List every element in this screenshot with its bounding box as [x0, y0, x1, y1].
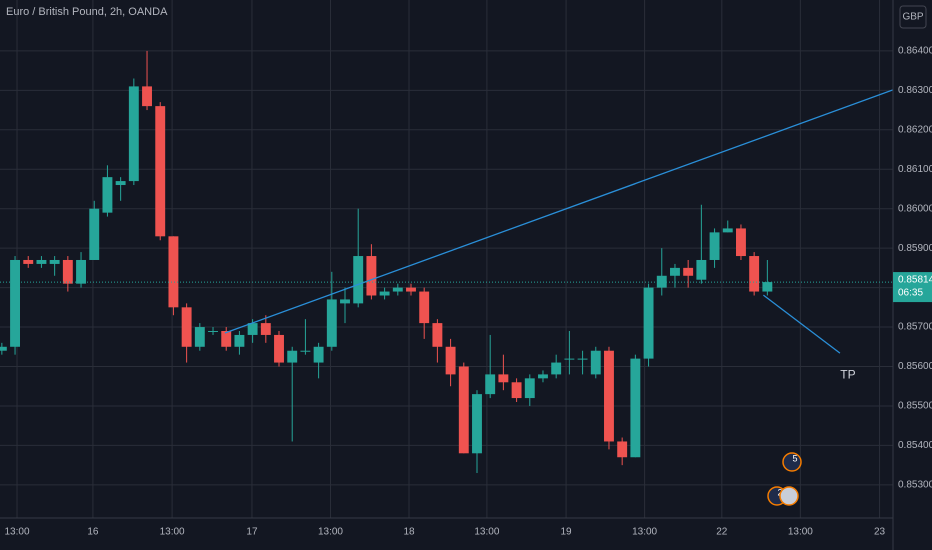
candle-body: [10, 259, 20, 347]
candle-body: [524, 378, 535, 399]
candle-body: [168, 236, 179, 308]
candle-body: [617, 441, 628, 458]
x-tick-label: 13:00: [160, 527, 185, 538]
candle-body: [538, 374, 548, 379]
x-tick-label: 13:00: [632, 527, 657, 538]
candle-body: [89, 208, 100, 260]
candle-body: [115, 181, 126, 186]
y-tick-label: 0.86200: [898, 124, 932, 135]
candle-body: [76, 259, 86, 284]
y-tick-label: 0.85400: [898, 440, 932, 451]
candle-body: [247, 323, 258, 335]
trend-line: [224, 89, 893, 334]
candle-body: [287, 350, 298, 363]
event-badge-count: 5: [792, 453, 797, 463]
candle-body: [406, 287, 416, 292]
x-tick-label: 16: [87, 527, 99, 538]
candle-body: [326, 299, 337, 347]
candle-body: [353, 256, 364, 304]
y-tick-label: 0.85300: [898, 480, 932, 491]
candle-body: [208, 330, 218, 332]
candle-body: [181, 307, 192, 347]
x-tick-label: 19: [561, 527, 573, 538]
candle-body: [722, 228, 733, 233]
price-label-box: [893, 272, 932, 303]
candle-body: [260, 323, 271, 335]
y-tick-label: 0.85500: [898, 401, 932, 412]
candle-body: [379, 291, 390, 296]
candle-body: [630, 358, 641, 458]
x-tick-label: 22: [716, 527, 728, 538]
x-tick-label: 13:00: [5, 527, 30, 538]
x-tick-label: 17: [246, 527, 258, 538]
x-tick-label: 13:00: [318, 527, 343, 538]
candle-body: [511, 382, 522, 399]
candle-body: [419, 291, 430, 324]
candle-body: [102, 177, 113, 213]
candle-body: [0, 346, 7, 351]
candle-body: [577, 358, 588, 360]
candle-body: [736, 228, 746, 257]
x-tick-label: 13:00: [474, 527, 499, 538]
x-tick-label: 13:00: [788, 527, 813, 538]
candle-body: [62, 259, 73, 284]
candle-body: [142, 86, 152, 107]
event-flag: [779, 486, 799, 506]
candle-body: [551, 362, 562, 375]
candle-body: [274, 334, 284, 363]
chart-title: Euro / British Pound, 2h, OANDA: [6, 6, 168, 18]
candle-body: [340, 299, 350, 304]
candle-body: [485, 374, 496, 395]
candle-body: [392, 287, 403, 292]
candle-body: [564, 358, 575, 360]
y-tick-label: 0.85900: [898, 243, 932, 254]
candle-body: [683, 267, 694, 276]
currency-label[interactable]: GBP: [902, 12, 923, 23]
candle-body: [643, 287, 654, 359]
x-tick-label: 18: [403, 527, 415, 538]
event-badge: [782, 452, 802, 472]
currency-button[interactable]: [899, 5, 927, 29]
candle-body: [762, 282, 773, 292]
candle-body: [749, 256, 760, 292]
y-tick-label: 0.86400: [898, 46, 932, 57]
candle-body: [128, 86, 139, 182]
candle-body: [23, 259, 34, 264]
price-label: 0.85814: [898, 275, 932, 286]
candle-body: [36, 259, 47, 264]
candle-body: [604, 350, 614, 442]
candle-body: [590, 350, 601, 375]
candle-body: [300, 350, 311, 352]
drawing-label: TP: [840, 367, 855, 381]
candle-body: [155, 106, 166, 237]
candle-body: [432, 323, 443, 347]
x-tick-label: 23: [874, 527, 886, 538]
candle-body: [194, 327, 205, 347]
candle-body: [458, 366, 469, 454]
y-tick-label: 0.85600: [898, 361, 932, 372]
trend-line: [762, 294, 841, 354]
candle-body: [234, 334, 245, 347]
y-tick-label: 0.86300: [898, 85, 932, 96]
candle-body: [472, 394, 482, 454]
candle-body: [696, 259, 707, 280]
candle-body: [366, 256, 377, 296]
candle-body: [445, 346, 456, 375]
candle-body: [498, 374, 509, 383]
y-tick-label: 0.85700: [898, 322, 932, 333]
y-tick-label: 0.86000: [898, 203, 932, 214]
candle-body: [656, 275, 667, 288]
y-tick-label: 0.86100: [898, 164, 932, 175]
candle-body: [313, 346, 324, 363]
countdown-label: 06:35: [898, 288, 923, 299]
candle-body: [709, 232, 720, 260]
candle-body: [49, 259, 60, 264]
candle-body: [221, 330, 232, 347]
candle-body: [670, 267, 680, 276]
